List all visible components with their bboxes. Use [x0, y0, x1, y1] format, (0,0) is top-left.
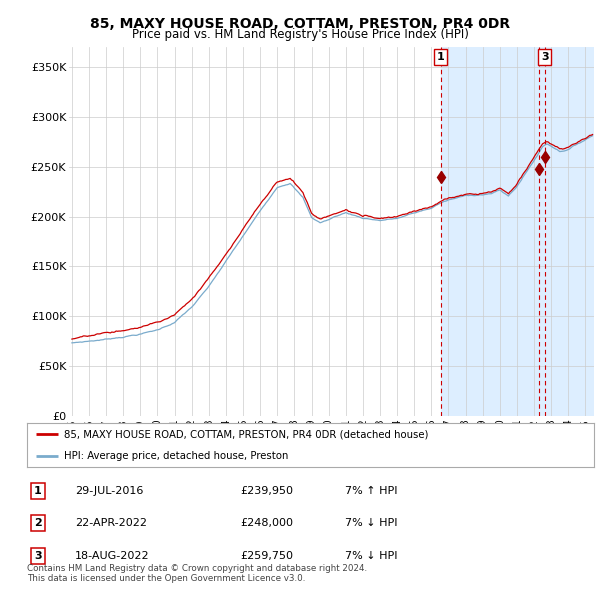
Text: 1: 1 [34, 486, 41, 496]
Text: Price paid vs. HM Land Registry's House Price Index (HPI): Price paid vs. HM Land Registry's House … [131, 28, 469, 41]
Text: 7% ↑ HPI: 7% ↑ HPI [345, 486, 398, 496]
Text: 85, MAXY HOUSE ROAD, COTTAM, PRESTON, PR4 0DR (detached house): 85, MAXY HOUSE ROAD, COTTAM, PRESTON, PR… [64, 429, 428, 439]
Text: 29-JUL-2016: 29-JUL-2016 [75, 486, 143, 496]
Bar [441, 47, 594, 416]
Text: 1: 1 [437, 52, 445, 62]
Text: 3: 3 [541, 52, 548, 62]
Text: 7% ↓ HPI: 7% ↓ HPI [345, 519, 398, 528]
Text: 85, MAXY HOUSE ROAD, COTTAM, PRESTON, PR4 0DR: 85, MAXY HOUSE ROAD, COTTAM, PRESTON, PR… [90, 17, 510, 31]
Text: Contains HM Land Registry data © Crown copyright and database right 2024.
This d: Contains HM Land Registry data © Crown c… [27, 563, 367, 583]
Text: 3: 3 [34, 551, 41, 560]
Text: £248,000: £248,000 [240, 519, 293, 528]
Text: 2: 2 [34, 519, 41, 528]
Text: 22-APR-2022: 22-APR-2022 [75, 519, 147, 528]
Text: 18-AUG-2022: 18-AUG-2022 [75, 551, 149, 560]
Text: 7% ↓ HPI: 7% ↓ HPI [345, 551, 398, 560]
Text: £259,750: £259,750 [240, 551, 293, 560]
Text: HPI: Average price, detached house, Preston: HPI: Average price, detached house, Pres… [64, 451, 288, 461]
Text: £239,950: £239,950 [240, 486, 293, 496]
